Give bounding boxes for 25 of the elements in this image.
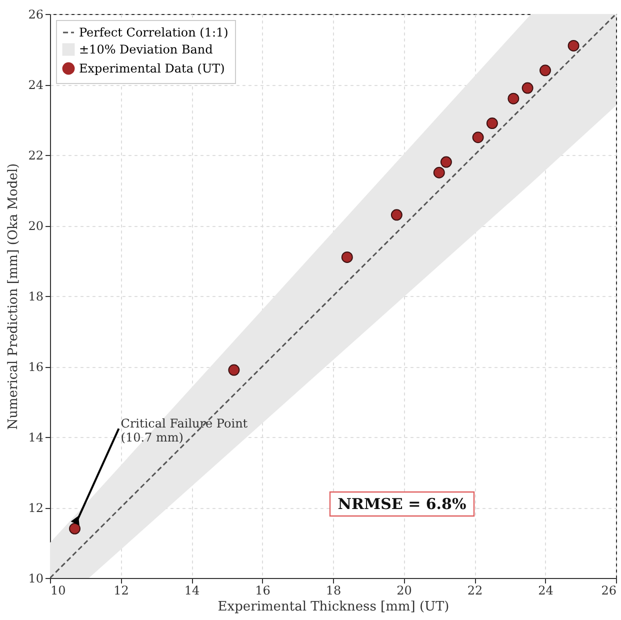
x-tick-label: 14 <box>184 584 200 598</box>
legend-label: Experimental Data (UT) <box>79 62 225 76</box>
y-tick-label: 14 <box>28 430 44 444</box>
x-tick-label: 26 <box>601 584 616 598</box>
x-axis-title: Experimental Thickness [mm] (UT) <box>218 600 450 614</box>
x-tick-label: 24 <box>538 584 554 598</box>
x-tick-label: 22 <box>467 584 483 598</box>
y-tick-label: 12 <box>28 501 44 515</box>
x-tick-label: 20 <box>396 584 412 598</box>
annotation: NRMSE = 6.8% <box>338 495 466 513</box>
y-tick-label: 10 <box>28 572 44 586</box>
y-tick-label: 16 <box>28 360 44 374</box>
y-tick-label: 20 <box>28 219 44 233</box>
x-tick-label: 12 <box>114 584 129 598</box>
y-tick-label: 18 <box>28 290 44 304</box>
y-tick-label: 24 <box>28 78 44 92</box>
legend-label: Perfect Correlation (1:1) <box>79 26 228 40</box>
y-tick-label: 22 <box>28 148 44 162</box>
legend-label: ±10% Deviation Band <box>79 42 214 56</box>
annotation: Critical Failure Point (10.7 mm) <box>120 416 248 445</box>
y-tick-label: 26 <box>28 8 44 22</box>
x-tick-label: 10 <box>50 584 66 598</box>
y-axis-title: Numerical Prediction [mm] (Oka Model) <box>6 163 22 430</box>
x-tick-label: 18 <box>326 584 342 598</box>
x-tick-label: 16 <box>255 584 270 598</box>
